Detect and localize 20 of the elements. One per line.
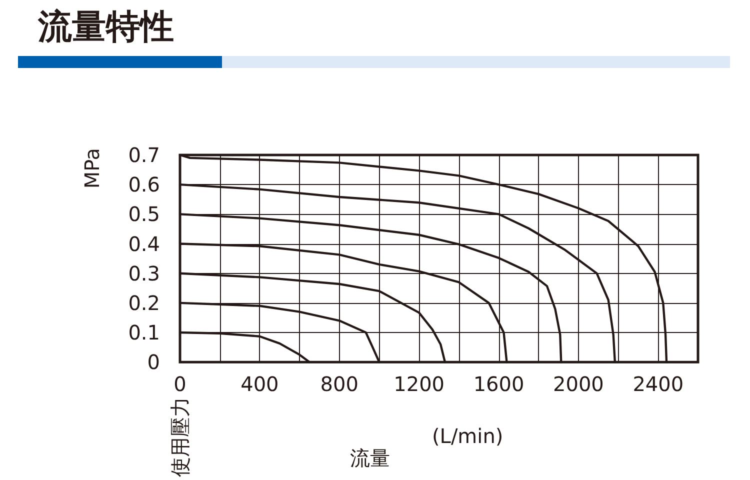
y-tick-label: 0.7 [128,143,160,167]
x-tick-label: 0 [174,372,186,396]
y-tick-label: 0.6 [128,172,160,197]
x-tick-label: 800 [320,372,358,396]
y-tick-label: 0.5 [128,202,160,226]
x-axis-title: 流量 [350,446,390,470]
x-tick-label: 1600 [473,372,524,396]
y-tick-label: 0.3 [128,261,160,286]
y-tick-label: 0 [147,350,160,374]
x-tick-label: 400 [240,372,279,396]
text: (L/min) [432,424,504,448]
y-tick-label: 0.4 [128,232,160,256]
text: MPa [80,148,104,189]
y-tick-label: 0.1 [128,320,160,345]
y-tick-label: 0.2 [128,290,160,315]
y-axis-title: 使用壓力 [168,397,192,477]
x-tick-label: 2000 [553,372,604,396]
x-tick-label: 1200 [394,372,445,396]
x-tick-label: 2400 [632,372,684,396]
chart-title: 流量特性 [38,6,174,49]
